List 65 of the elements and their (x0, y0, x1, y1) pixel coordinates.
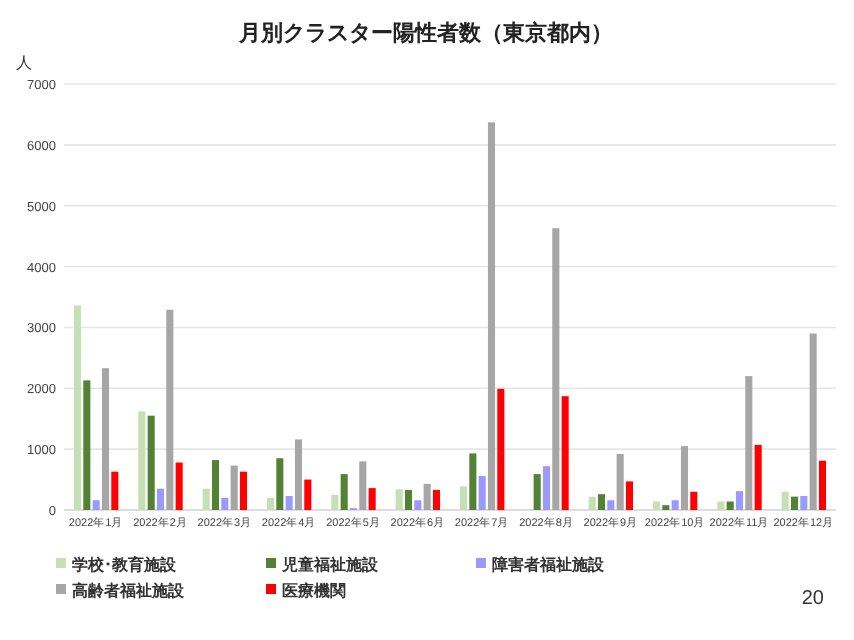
bar (735, 491, 744, 510)
bar (818, 460, 827, 510)
bar (561, 396, 569, 510)
bar (166, 309, 174, 510)
bar (359, 461, 367, 510)
bar (478, 475, 486, 510)
bar (221, 497, 229, 510)
bar (469, 453, 477, 510)
bar (690, 491, 698, 510)
bar (156, 488, 165, 510)
bar (101, 368, 110, 510)
bar (790, 496, 799, 510)
bar (368, 488, 376, 510)
bar (266, 497, 275, 510)
bar (497, 388, 505, 510)
bar (552, 228, 560, 510)
bar (542, 466, 551, 510)
bar (276, 458, 284, 510)
bar (800, 496, 808, 510)
bar (340, 474, 348, 510)
bar (781, 491, 789, 510)
legend-label: 医療機関 (282, 580, 346, 600)
bar (680, 446, 689, 510)
bar (745, 376, 753, 510)
bar (809, 333, 817, 510)
bar (111, 471, 119, 510)
bar (671, 500, 679, 510)
bar (202, 488, 210, 510)
bar (459, 486, 468, 510)
bar (304, 479, 312, 510)
bar (597, 494, 606, 510)
bar (285, 496, 293, 510)
bar (331, 494, 339, 510)
bar (432, 489, 441, 510)
bar (726, 501, 734, 510)
bar (92, 500, 100, 510)
bar (404, 489, 413, 510)
bar (175, 462, 183, 510)
chart-title: 月別クラスター陽性者数（東京都内） (237, 20, 613, 46)
bar (414, 500, 422, 510)
bar (239, 471, 248, 510)
bar (147, 415, 155, 510)
y-axis-title: 人 (16, 54, 32, 72)
bar (423, 483, 431, 510)
bar (588, 496, 596, 510)
bar (616, 454, 624, 510)
bar (294, 439, 303, 510)
bar (625, 481, 634, 510)
legend-label: 高齢者福祉施設 (72, 580, 186, 600)
bar (754, 444, 762, 510)
legend-label: 学校･教育施設 (72, 554, 178, 574)
legend-label: 障害者福祉施設 (492, 554, 606, 574)
bar (138, 411, 146, 510)
bar (487, 122, 496, 510)
bar (73, 305, 82, 510)
text: 20 (801, 588, 825, 610)
bar (211, 460, 220, 510)
bar (533, 474, 541, 510)
bar (717, 501, 725, 510)
bar (83, 380, 91, 510)
bar (395, 489, 403, 510)
bar (607, 500, 615, 510)
bar (652, 501, 661, 510)
legend-label: 児童福祉施設 (280, 554, 380, 574)
bar (230, 465, 238, 510)
